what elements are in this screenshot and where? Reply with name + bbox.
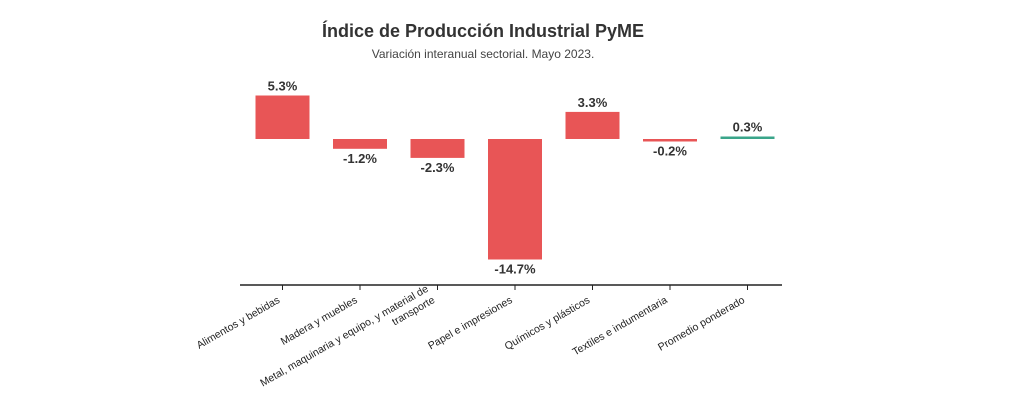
category-label-4: Papel e impresiones [426,294,514,352]
category-label-7-line-1: Promedio ponderado [656,294,747,354]
value-label-7: 0.3% [733,120,763,135]
category-label-1: Alimentos y bebidas [195,294,282,351]
bar-3[interactable] [410,139,465,158]
value-label-5: 3.3% [578,95,608,110]
category-label-4-line-1: Papel e impresiones [426,294,514,352]
value-label-1: 5.3% [268,79,298,94]
value-label-2: -1.2% [343,151,377,166]
bar-6[interactable] [643,139,697,142]
bar-2[interactable] [333,139,387,149]
value-label-3: -2.3% [421,160,455,175]
chart-title: Índice de Producción Industrial PyME [321,21,645,41]
category-label-7: Promedio ponderado [656,294,747,354]
bar-1[interactable] [255,95,310,140]
chart-subtitle: Variación interanual sectorial. Mayo 202… [371,47,595,61]
bar-4[interactable] [488,139,542,260]
value-label-6: -0.2% [653,144,687,159]
category-label-1-line-1: Alimentos y bebidas [195,294,282,351]
bar-7[interactable] [720,136,775,140]
value-label-4: -14.7% [494,262,536,277]
bar-5[interactable] [565,111,620,139]
